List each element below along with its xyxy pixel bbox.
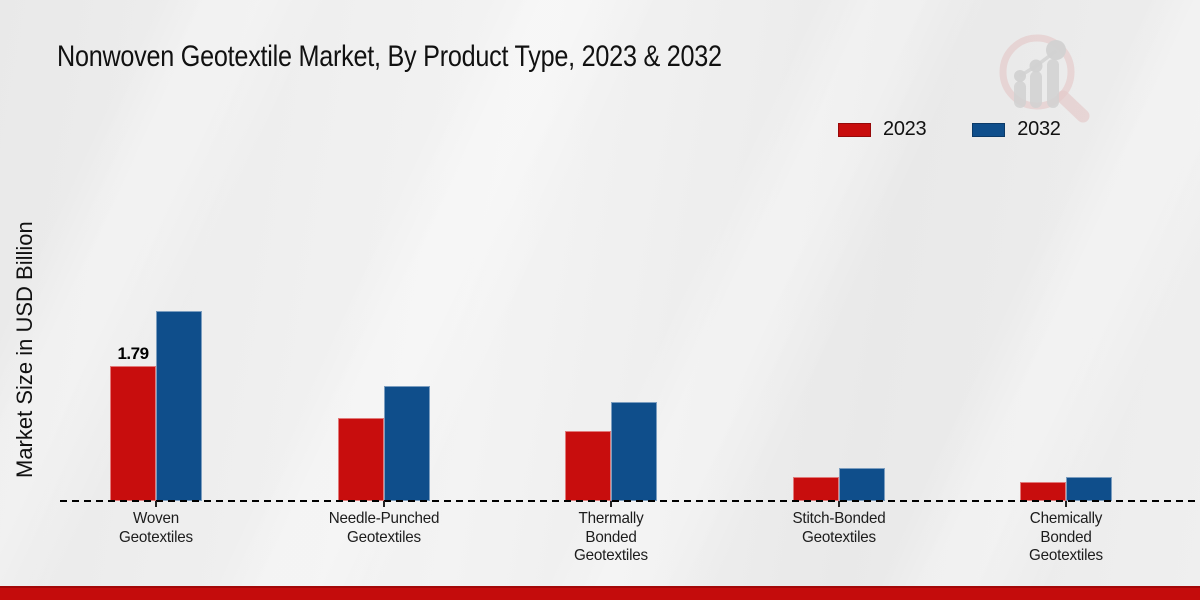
legend-swatch-2023 bbox=[838, 122, 871, 137]
category-label-thermally-bonded-geotextiles: Thermally Bonded Geotextiles bbox=[574, 510, 648, 564]
x-axis-tick bbox=[1065, 501, 1067, 507]
bar-2023-needle-punched-geotextiles bbox=[337, 418, 384, 501]
legend-label-2032: 2032 bbox=[1017, 118, 1061, 140]
bar-2032-woven-geotextiles bbox=[156, 311, 202, 501]
x-axis-tick bbox=[155, 501, 157, 507]
category-label-needle-punched-geotextiles: Needle-Punched Geotextiles bbox=[328, 510, 439, 546]
bar-2032-needle-punched-geotextiles bbox=[383, 386, 430, 501]
x-axis-baseline bbox=[60, 500, 1198, 502]
bar-2032-thermally-bonded-geotextiles bbox=[611, 402, 657, 501]
x-axis-tick bbox=[382, 501, 385, 507]
legend-item-2032: 2032 bbox=[972, 118, 1061, 141]
bar-value-label: 1.79 bbox=[117, 344, 149, 363]
footer-accent-strip bbox=[0, 586, 1200, 600]
category-label-chemically-bonded-geotextiles: Chemically Bonded Geotextiles bbox=[1029, 510, 1103, 564]
legend-swatch-2032 bbox=[972, 122, 1006, 137]
x-axis-tick bbox=[837, 501, 840, 507]
x-axis-tick bbox=[610, 501, 612, 507]
category-label-stitch-bonded-geotextiles: Stitch-Bonded Geotextiles bbox=[791, 510, 886, 546]
bar-2023-stitch-bonded-geotextiles bbox=[792, 477, 839, 501]
category-label-woven-geotextiles: Woven Geotextiles bbox=[119, 510, 193, 546]
bar-2023-thermally-bonded-geotextiles bbox=[565, 431, 611, 501]
bar-2023-chemically-bonded-geotextiles bbox=[1020, 482, 1066, 501]
bar-2032-stitch-bonded-geotextiles bbox=[838, 468, 885, 501]
bar-2023-woven-geotextiles bbox=[110, 366, 156, 501]
chart-title: Nonwoven Geotextile Market, By Product T… bbox=[57, 40, 722, 73]
legend-item-2023: 2023 bbox=[838, 118, 927, 141]
legend-label-2023: 2023 bbox=[883, 118, 927, 140]
bar-2032-chemically-bonded-geotextiles bbox=[1066, 477, 1112, 501]
legend: 2023 2032 bbox=[838, 118, 1061, 141]
